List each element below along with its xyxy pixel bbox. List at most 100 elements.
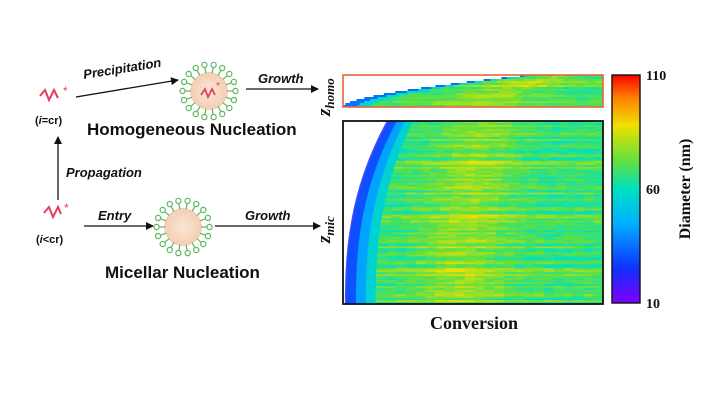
heatmap-row: [346, 296, 603, 299]
colorbar-tick-label: 110: [646, 69, 666, 84]
heatmap-row: [346, 292, 603, 295]
radical-marker-bottom: *: [64, 201, 69, 215]
heatmap-row: [351, 222, 603, 225]
heatmap-row: [352, 216, 603, 219]
heatmap-row: [348, 248, 603, 251]
heatmap-row: [360, 186, 603, 189]
heatmap-row: [349, 234, 603, 237]
heatmap-top: [342, 74, 604, 108]
heatmap-row: [346, 290, 603, 293]
heatmap-row: [519, 75, 603, 78]
heatmap-row: [359, 190, 603, 193]
colorbar-tick-label: 10: [646, 297, 660, 312]
heatmap-row: [346, 288, 603, 291]
heatmap-row: [483, 79, 603, 82]
heatmap-row: [349, 240, 603, 243]
colorbar-gradient: [611, 74, 641, 304]
heatmap-row: [349, 238, 603, 241]
heatmap-bottom: [342, 120, 604, 305]
heatmap-row: [348, 250, 603, 253]
heatmap-row: [373, 95, 603, 98]
heatmap-row: [368, 162, 603, 166]
heatmap-row: [363, 176, 603, 179]
heatmap-row: [380, 134, 603, 138]
heatmap-row: [466, 81, 603, 84]
heatmap-row: [355, 202, 603, 205]
heatmap-row: [377, 140, 603, 144]
heatmap-row: [369, 158, 603, 162]
colorbar-label: Diameter (nm): [677, 139, 694, 240]
heatmap-row: [367, 164, 603, 168]
heatmap-row: [346, 264, 603, 267]
heatmap-row: [421, 87, 603, 90]
heatmap-row: [369, 160, 603, 164]
heatmap-row: [372, 152, 603, 156]
heatmap-row: [346, 284, 603, 287]
heatmap-row: [346, 268, 603, 271]
heatmap-row: [371, 154, 603, 158]
heatmap-row: [346, 298, 603, 301]
heatmap-row: [346, 280, 603, 283]
heatmap-row: [383, 128, 603, 132]
heatmap-row: [375, 146, 603, 150]
heatmap-row: [348, 246, 603, 249]
heatmap-top-border: [342, 74, 604, 108]
heatmap-row: [388, 121, 603, 124]
heatmap-row: [358, 192, 603, 195]
z-mic-label: zmic: [314, 216, 337, 244]
heatmap-row: [350, 230, 603, 233]
heatmap-row: [346, 302, 603, 304]
heatmap-row: [347, 262, 603, 265]
heatmap-row: [450, 83, 603, 86]
colorbar-tick-label: 60: [646, 183, 660, 198]
micelle-empty: [153, 197, 213, 257]
heatmap-row: [501, 77, 603, 80]
svg-text:*: *: [216, 81, 220, 92]
heatmap-row: [356, 198, 603, 201]
precipitation-arrow: [75, 77, 179, 98]
heatmap-row: [347, 260, 603, 263]
heatmap-row: [374, 148, 603, 152]
heatmap-row: [365, 170, 603, 174]
heatmap-row: [386, 122, 603, 126]
heatmap-row: [362, 180, 603, 183]
heatmap-row: [435, 85, 603, 88]
heatmap-row: [355, 204, 603, 207]
heatmap-row: [354, 210, 603, 213]
chain-bottom: *: [43, 201, 69, 220]
colorbar: 110 60 10 Diameter (nm): [611, 69, 694, 312]
heatmap-row: [346, 278, 603, 281]
heatmap-row: [364, 172, 603, 176]
heatmap-row: [350, 228, 603, 231]
heatmap-row: [346, 276, 603, 279]
heatmap-row: [350, 232, 603, 235]
heatmap-row: [351, 224, 603, 227]
growth-label-bottom: Growth: [245, 208, 291, 223]
heatmap-row: [356, 99, 603, 102]
heatmap-row: [366, 166, 603, 170]
heatmap-row: [351, 226, 603, 229]
growth-label-top: Growth: [258, 71, 304, 86]
species-label-bottom: (i<cr): [36, 234, 64, 246]
heatmap-row: [346, 270, 603, 273]
heatmap-row: [346, 294, 603, 297]
heatmap-row: [364, 174, 603, 177]
heatmap-row: [349, 236, 603, 239]
heatmap-row: [348, 244, 603, 247]
heatmap-row: [355, 206, 603, 209]
heatmap-row: [395, 91, 603, 94]
entry-label: Entry: [98, 208, 132, 223]
heatmap-bottom-border: [342, 120, 604, 305]
radical-marker-top: *: [63, 84, 68, 98]
heatmap-row: [346, 286, 603, 289]
x-axis-label: Conversion: [430, 313, 518, 333]
heatmap-row: [359, 188, 603, 191]
heatmap-row: [375, 144, 603, 148]
heatmap-row: [378, 138, 603, 142]
heatmap-row: [348, 242, 603, 245]
heatmap-row: [364, 97, 603, 100]
heatmap-row: [357, 196, 603, 199]
heatmap-row: [353, 214, 603, 217]
micelle-with-chain: *: [179, 61, 239, 121]
heatmap-row: [353, 212, 603, 215]
